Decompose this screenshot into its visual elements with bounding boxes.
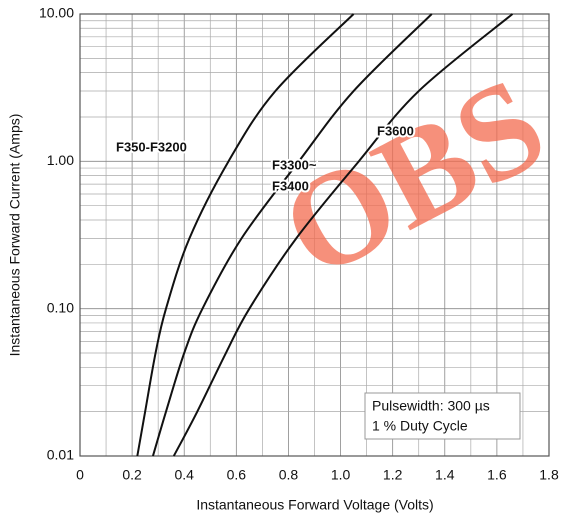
curve	[172, 13, 514, 457]
note-line: 1 % Duty Cycle	[372, 418, 468, 434]
note-box	[364, 392, 521, 440]
curve	[136, 13, 355, 457]
x-tick-label: 0.2	[122, 467, 142, 483]
x-tick-label: 0	[76, 467, 84, 483]
curve-label: F3400	[272, 178, 309, 193]
x-axis-label: Instantaneous Forward Voltage (Volts)	[196, 497, 433, 513]
x-tick-label: 1.2	[383, 467, 403, 483]
curve-label: F3300~	[272, 157, 317, 172]
x-tick-label: 1.4	[435, 467, 455, 483]
x-tick-label: 0.8	[279, 467, 299, 483]
x-tick-label: 1.6	[487, 467, 507, 483]
plot-frame	[79, 13, 550, 457]
curve-label: F3600	[377, 123, 414, 138]
curve-label: F350-F3200	[116, 139, 187, 154]
y-tick-label: 0.10	[47, 299, 74, 315]
y-tick-label: 10.00	[39, 5, 74, 21]
x-tick-label: 0.4	[174, 467, 194, 483]
x-tick-label: 0.6	[227, 467, 247, 483]
y-tick-label: 0.01	[47, 447, 74, 463]
y-tick-label: 1.00	[47, 152, 74, 168]
x-tick-label: 1.0	[331, 467, 351, 483]
x-tick-label: 1.8	[539, 467, 559, 483]
y-axis-label: Instantaneous Forward Current (Amps)	[7, 114, 23, 357]
note-line: Pulsewidth: 300 µs	[372, 398, 490, 414]
curve	[151, 13, 433, 457]
